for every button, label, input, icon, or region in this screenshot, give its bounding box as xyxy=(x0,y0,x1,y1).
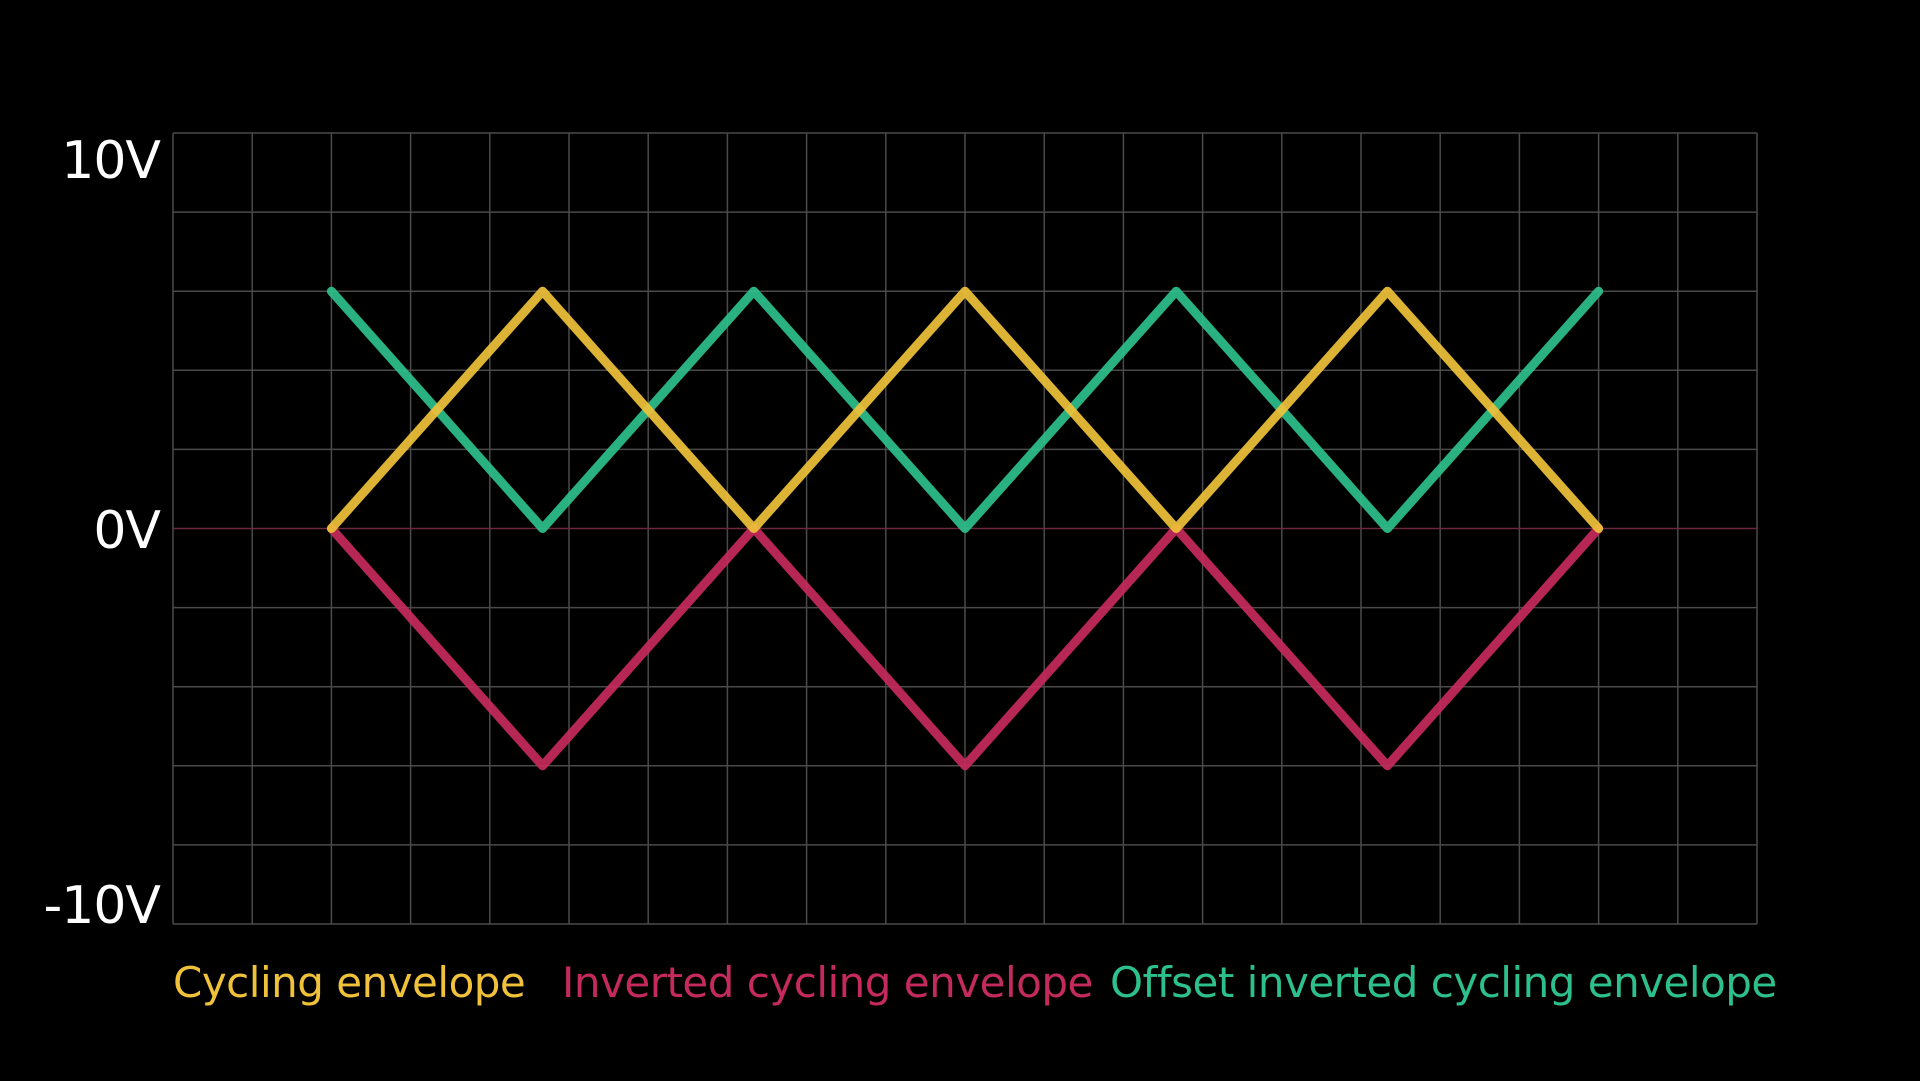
y-tick-label-neg10v: -10V xyxy=(43,876,161,936)
grid xyxy=(172,132,1758,925)
y-tick-label-10v: 10V xyxy=(61,131,161,191)
series-line-offset-inverted-cycling-envelope xyxy=(326,286,1604,533)
legend-cycling-envelope: Cycling envelope xyxy=(173,958,526,1007)
y-tick-label-0v: 0V xyxy=(93,501,161,561)
series-layer xyxy=(326,286,1604,771)
legend-offset-inverted-cycling-envelope: Offset inverted cycling envelope xyxy=(1110,958,1777,1007)
legend-inverted-cycling-envelope: Inverted cycling envelope xyxy=(562,958,1093,1007)
series-line-inverted-cycling-envelope xyxy=(326,524,1604,771)
series-line-cycling-envelope xyxy=(326,286,1604,533)
